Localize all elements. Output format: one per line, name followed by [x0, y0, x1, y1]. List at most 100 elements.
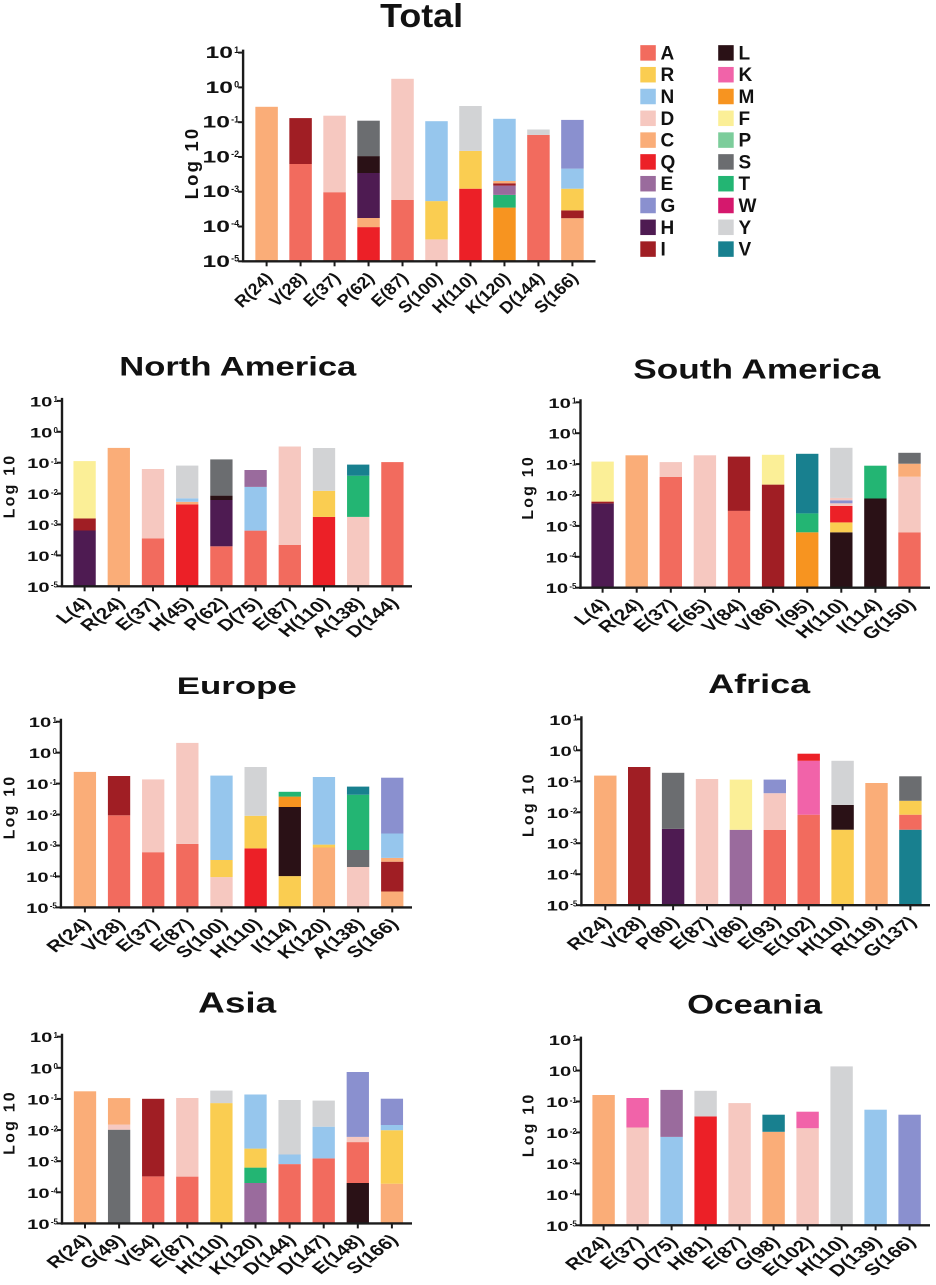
svg-text:A: A — [661, 43, 675, 64]
svg-text:10: 10 — [546, 580, 569, 596]
svg-text:10: 10 — [546, 1187, 569, 1203]
svg-text:10: 10 — [30, 1060, 53, 1076]
svg-text:10: 10 — [26, 900, 49, 916]
svg-text:1: 1 — [54, 395, 59, 404]
svg-text:0: 0 — [54, 1062, 59, 1071]
svg-text:0: 0 — [52, 747, 57, 756]
svg-text:F: F — [739, 109, 751, 130]
svg-text:-5: -5 — [569, 582, 577, 591]
svg-text:10: 10 — [27, 1154, 50, 1170]
svg-text:I: I — [661, 240, 666, 261]
svg-text:10: 10 — [546, 549, 569, 565]
svg-text:10: 10 — [26, 869, 49, 885]
svg-text:1: 1 — [54, 1031, 59, 1040]
svg-text:10: 10 — [30, 1029, 53, 1045]
svg-text:-1: -1 — [50, 778, 58, 787]
svg-text:R(24): R(24) — [230, 268, 276, 311]
svg-text:10: 10 — [30, 393, 53, 409]
svg-text:10: 10 — [546, 1156, 569, 1172]
svg-text:V: V — [739, 240, 752, 261]
svg-text:-4: -4 — [570, 869, 578, 878]
svg-text:10: 10 — [27, 1123, 50, 1139]
svg-text:10: 10 — [27, 486, 50, 502]
svg-text:10: 10 — [27, 1216, 50, 1232]
svg-text:10: 10 — [26, 807, 49, 823]
svg-text:10: 10 — [547, 774, 570, 790]
svg-text:10: 10 — [206, 78, 233, 97]
svg-text:-3: -3 — [570, 1158, 578, 1167]
svg-text:-4: -4 — [51, 550, 59, 559]
svg-text:Log 10: Log 10 — [521, 1093, 538, 1158]
svg-text:P(62): P(62) — [333, 268, 378, 310]
svg-text:-1: -1 — [569, 458, 577, 467]
svg-text:-2: -2 — [51, 488, 59, 497]
svg-text:10: 10 — [549, 1063, 572, 1079]
svg-text:Log 10: Log 10 — [520, 455, 537, 520]
svg-text:L: L — [739, 43, 751, 64]
svg-text:-2: -2 — [231, 149, 239, 159]
svg-text:1: 1 — [573, 714, 578, 723]
svg-text:10: 10 — [27, 1091, 50, 1107]
svg-text:10: 10 — [29, 745, 52, 761]
svg-text:M: M — [739, 87, 755, 108]
svg-text:0: 0 — [234, 80, 239, 90]
svg-text:10: 10 — [546, 1094, 569, 1110]
svg-text:10: 10 — [26, 838, 49, 854]
svg-text:10: 10 — [27, 548, 50, 564]
svg-text:-2: -2 — [569, 489, 577, 498]
svg-text:1: 1 — [52, 716, 57, 725]
svg-text:10: 10 — [26, 776, 49, 792]
svg-text:-5: -5 — [51, 581, 59, 590]
svg-text:-5: -5 — [50, 902, 58, 911]
svg-text:10: 10 — [549, 1032, 572, 1048]
svg-text:-2: -2 — [50, 809, 58, 818]
svg-text:-3: -3 — [51, 519, 59, 528]
svg-text:V(28): V(28) — [265, 268, 310, 310]
svg-text:-4: -4 — [569, 551, 577, 560]
svg-text:-1: -1 — [570, 776, 578, 785]
svg-text:-5: -5 — [51, 1218, 59, 1227]
svg-text:H: H — [661, 218, 675, 239]
svg-text:10: 10 — [203, 147, 230, 166]
svg-text:-1: -1 — [231, 114, 239, 124]
svg-text:10: 10 — [549, 743, 572, 759]
svg-text:-1: -1 — [570, 1096, 578, 1105]
svg-text:G: G — [661, 196, 676, 217]
svg-text:E: E — [661, 174, 674, 195]
svg-text:-2: -2 — [570, 1127, 578, 1136]
svg-text:Log 10: Log 10 — [181, 127, 202, 200]
svg-text:10: 10 — [546, 518, 569, 534]
svg-text:1: 1 — [234, 45, 239, 55]
svg-text:10: 10 — [546, 457, 569, 473]
svg-text:Log 10: Log 10 — [2, 775, 19, 840]
svg-text:10: 10 — [206, 43, 233, 62]
svg-text:10: 10 — [27, 455, 50, 471]
svg-text:-3: -3 — [231, 184, 239, 194]
svg-text:10: 10 — [549, 712, 572, 728]
svg-text:N: N — [661, 87, 675, 108]
svg-text:10: 10 — [27, 579, 50, 595]
svg-text:10: 10 — [547, 836, 570, 852]
svg-text:E(37): E(37) — [299, 268, 344, 310]
svg-text:-1: -1 — [51, 457, 59, 466]
svg-text:-5: -5 — [231, 254, 239, 264]
svg-text:10: 10 — [546, 1218, 569, 1234]
svg-text:-1: -1 — [51, 1093, 59, 1102]
svg-text:-3: -3 — [570, 838, 578, 847]
svg-text:-3: -3 — [569, 520, 577, 529]
svg-text:P: P — [739, 131, 752, 152]
svg-text:10: 10 — [27, 517, 50, 533]
svg-text:-3: -3 — [50, 840, 58, 849]
svg-text:Log 10: Log 10 — [521, 772, 538, 837]
svg-text:-4: -4 — [231, 219, 239, 229]
svg-text:W: W — [739, 196, 757, 217]
svg-text:-4: -4 — [50, 871, 58, 880]
svg-text:10: 10 — [548, 395, 571, 411]
svg-text:10: 10 — [29, 714, 52, 730]
svg-text:1: 1 — [572, 1034, 577, 1043]
svg-text:T: T — [739, 174, 751, 195]
svg-text:1: 1 — [572, 397, 577, 406]
svg-text:Total: Total — [380, 0, 463, 34]
svg-text:10: 10 — [30, 424, 53, 440]
svg-text:10: 10 — [547, 867, 570, 883]
